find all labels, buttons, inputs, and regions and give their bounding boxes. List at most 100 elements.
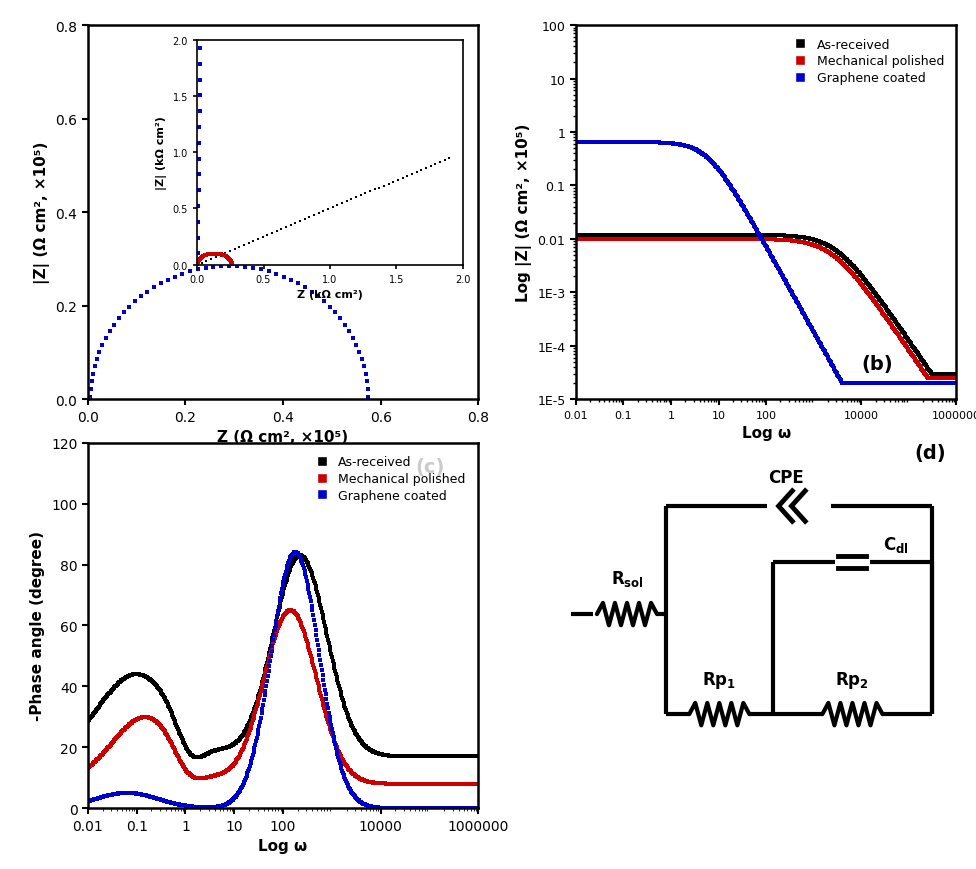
Point xyxy=(645,233,661,247)
Point xyxy=(426,801,441,815)
Point xyxy=(706,233,721,247)
Point xyxy=(433,749,449,763)
Point xyxy=(376,748,391,762)
Point xyxy=(249,731,264,745)
Point xyxy=(322,710,338,724)
Point xyxy=(413,777,428,791)
Point xyxy=(245,706,261,720)
Point xyxy=(709,229,724,242)
Point xyxy=(345,766,360,780)
Point xyxy=(685,143,701,156)
Point xyxy=(411,777,427,791)
Point xyxy=(712,233,728,247)
Point xyxy=(267,629,283,643)
Point xyxy=(658,136,673,150)
Point xyxy=(745,229,760,242)
Point xyxy=(694,229,710,242)
Point xyxy=(746,229,761,242)
Point xyxy=(167,797,183,811)
Point xyxy=(93,791,108,805)
Point xyxy=(624,233,639,247)
Point xyxy=(470,749,486,763)
Point xyxy=(119,786,135,800)
Point xyxy=(938,372,954,386)
Point xyxy=(373,800,388,814)
Point xyxy=(680,140,696,154)
Point xyxy=(342,763,357,777)
Point xyxy=(83,382,99,396)
Point xyxy=(173,754,188,768)
Point xyxy=(295,620,310,634)
Point xyxy=(919,370,935,384)
Point xyxy=(654,229,670,242)
Point xyxy=(630,136,646,149)
Point xyxy=(84,758,100,772)
Point xyxy=(570,136,586,149)
Point xyxy=(655,233,671,247)
Point xyxy=(467,777,482,791)
Point xyxy=(279,605,295,619)
Point xyxy=(81,393,97,407)
Point xyxy=(164,737,180,751)
Point xyxy=(657,229,672,242)
Point xyxy=(753,229,769,242)
Point xyxy=(688,233,704,247)
Point xyxy=(287,552,303,566)
Point xyxy=(357,739,373,753)
Point xyxy=(327,306,343,320)
Point xyxy=(765,233,781,247)
Point xyxy=(81,713,97,726)
Point xyxy=(738,233,753,247)
Point xyxy=(121,301,137,315)
Point xyxy=(825,249,840,262)
Point xyxy=(763,233,779,247)
Point xyxy=(592,136,608,149)
Point xyxy=(887,323,903,337)
Point xyxy=(676,139,692,153)
Point xyxy=(387,749,403,763)
Point xyxy=(137,669,152,683)
Point xyxy=(739,233,754,247)
Point xyxy=(97,693,112,706)
Point xyxy=(416,801,431,815)
Point xyxy=(584,233,599,247)
Point xyxy=(192,800,208,814)
Point xyxy=(346,787,361,801)
Point xyxy=(376,801,391,815)
Point xyxy=(276,572,292,586)
Point xyxy=(940,368,956,381)
Point xyxy=(716,229,732,242)
Point xyxy=(299,554,314,567)
Point xyxy=(887,314,903,328)
Point xyxy=(673,233,689,247)
Point xyxy=(757,238,773,252)
Point xyxy=(190,772,206,786)
Point xyxy=(723,182,739,196)
Point xyxy=(140,789,155,803)
Point xyxy=(177,762,192,776)
Point xyxy=(681,141,697,155)
Point xyxy=(263,642,278,656)
Point xyxy=(231,733,247,746)
Point xyxy=(382,749,397,763)
Point xyxy=(448,777,464,791)
Point xyxy=(884,311,900,325)
Point xyxy=(142,790,158,804)
Point xyxy=(874,377,889,391)
Point xyxy=(568,136,584,149)
Point xyxy=(870,290,885,304)
Point xyxy=(437,777,453,791)
Point xyxy=(814,236,830,250)
Point xyxy=(149,792,165,806)
Point xyxy=(177,737,192,751)
Point xyxy=(937,368,953,381)
Point xyxy=(311,683,327,697)
Point xyxy=(292,549,307,563)
Point xyxy=(791,230,806,244)
Point xyxy=(89,703,104,717)
Point xyxy=(305,608,321,622)
Point xyxy=(351,733,367,746)
Point xyxy=(118,720,134,734)
Point xyxy=(81,392,97,406)
Point xyxy=(759,233,775,247)
